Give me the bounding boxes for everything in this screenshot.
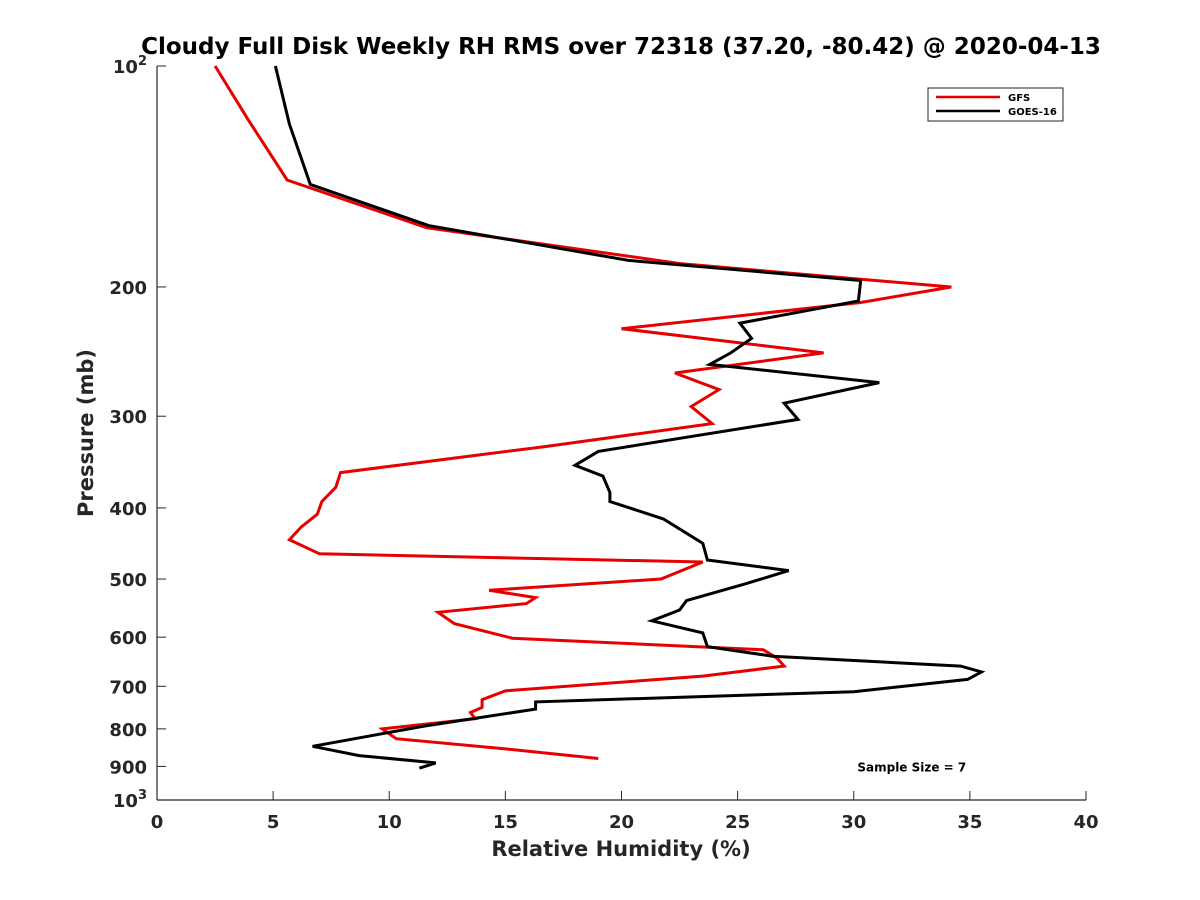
x-tick-label: 5: [267, 812, 280, 833]
x-tick-label: 0: [151, 812, 164, 833]
x-tick-label: 30: [841, 812, 866, 833]
chart-title: Cloudy Full Disk Weekly RH RMS over 7231…: [141, 34, 1101, 60]
legend: GFS GOES-16: [927, 87, 1064, 122]
y-axis-label: Pressure (mb): [74, 349, 98, 517]
y-tick-exponent: 2: [138, 54, 147, 69]
x-tick-label: 40: [1073, 812, 1098, 833]
y-tick-label: 500: [109, 570, 147, 591]
series-line-gfs: [213, 65, 952, 760]
x-axis-label: Relative Humidity (%): [491, 837, 750, 861]
y-tick-label: 400: [109, 499, 147, 520]
y-tick-label: 900: [109, 757, 147, 778]
x-tick-label: 15: [493, 812, 518, 833]
legend-label: GFS: [1008, 93, 1030, 104]
y-tick-label: 800: [109, 720, 147, 741]
x-tick-label: 10: [377, 812, 402, 833]
y-tick-label: 600: [109, 628, 147, 649]
sample-size-annotation: Sample Size = 7: [857, 760, 966, 774]
y-tick-base: 10: [113, 791, 138, 812]
x-tick-label: 25: [725, 812, 750, 833]
y-tick-base: 10: [113, 57, 138, 78]
x-tick-label: 20: [609, 812, 634, 833]
y-tick-label: 700: [109, 677, 147, 698]
y-tick-label: 103: [113, 788, 147, 812]
legend-label: GOES-16: [1008, 107, 1057, 118]
legend-box: [927, 87, 1064, 122]
series-line-goes-16: [273, 65, 986, 770]
y-tick-exponent: 3: [138, 788, 147, 803]
y-tick-label: 300: [109, 407, 147, 428]
y-tick-label: 200: [109, 278, 147, 299]
plot-area: [213, 65, 986, 770]
x-axis: 0 5 10 15 20 25 30 35 40: [151, 791, 1099, 833]
y-tick-label: 102: [113, 54, 147, 78]
x-tick-label: 35: [957, 812, 982, 833]
